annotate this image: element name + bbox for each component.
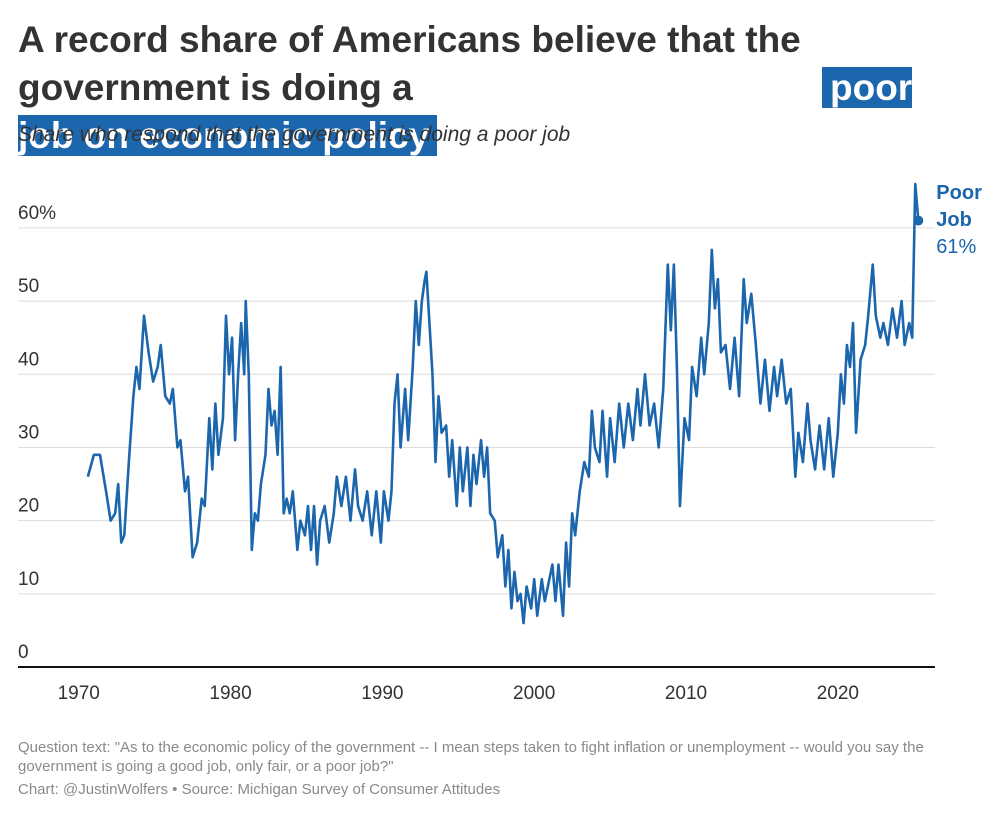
credit: Chart: @JustinWolfers • Source: Michigan… <box>18 781 501 798</box>
y-tick-label: 10 <box>18 569 39 590</box>
x-tick-label: 1990 <box>361 683 403 704</box>
series-label: Poor Job <box>936 181 982 231</box>
y-tick-label: 20 <box>18 496 39 517</box>
end-dot <box>913 215 924 226</box>
x-tick-label: 1970 <box>58 683 100 704</box>
chart-title-block: A record share of Americans believe that… <box>18 16 948 160</box>
y-tick-label: 0 <box>18 642 29 663</box>
x-tick-label: 2010 <box>665 683 707 704</box>
y-tick-label: 50 <box>18 276 39 297</box>
value-label: 61% <box>936 235 977 258</box>
note: Question text: "As to the economic polic… <box>18 739 924 775</box>
y-tick-label: 60% <box>18 203 56 224</box>
y-tick-label: 40 <box>18 349 39 370</box>
x-tick-label: 1980 <box>209 683 251 704</box>
y-tick-label: 30 <box>18 422 39 443</box>
x-tick-label: 2020 <box>817 683 859 704</box>
line <box>86 182 920 625</box>
subtitle: Share who respond that the government is… <box>18 123 571 146</box>
chart-title: A record share of Americans believe that… <box>18 19 801 108</box>
x-tick-label: 2000 <box>513 683 555 704</box>
